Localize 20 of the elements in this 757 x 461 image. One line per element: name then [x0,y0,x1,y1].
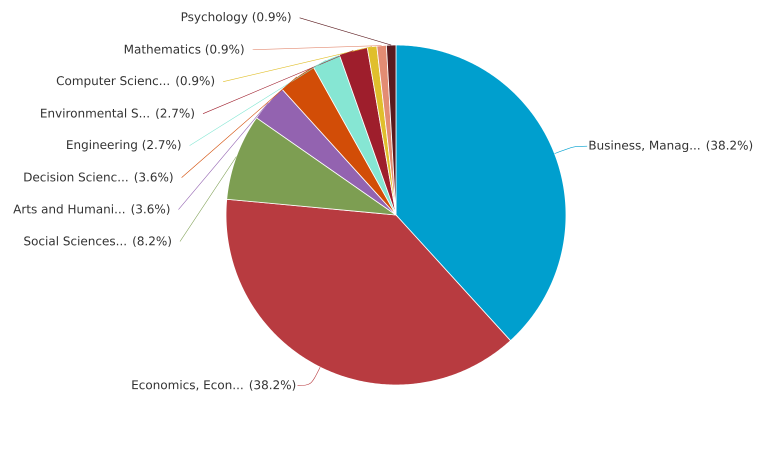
data-label: (2.7%) [142,140,181,151]
data-label: (3.6%) [132,204,170,215]
slice-label: Engineering [67,140,137,152]
slice-label: Social Sciences... [24,236,126,246]
slice-label: Business, Manag... [590,140,700,152]
data-label: (38.2%) [250,380,296,391]
slice-label: Psychology [182,12,248,24]
slice-label: Computer Scienc... [56,76,169,88]
slice-label: Arts and Humani... [13,204,124,214]
slice-label: Mathematics [124,44,200,54]
data-label: (0.9%) [206,44,244,56]
slice-label: Environmental S... [41,108,149,118]
data-label: (2.7%) [156,108,194,120]
data-label: (8.2%) [133,236,171,247]
data-label: (0.9%) [176,76,214,87]
slice-label: Decision Scienc... [24,172,128,182]
slice-label: Economics, Econ... [132,380,242,391]
data-label: (38.2%) [706,140,752,152]
data-label: (3.6%) [134,172,173,183]
data-label: (0.9%) [252,12,291,23]
